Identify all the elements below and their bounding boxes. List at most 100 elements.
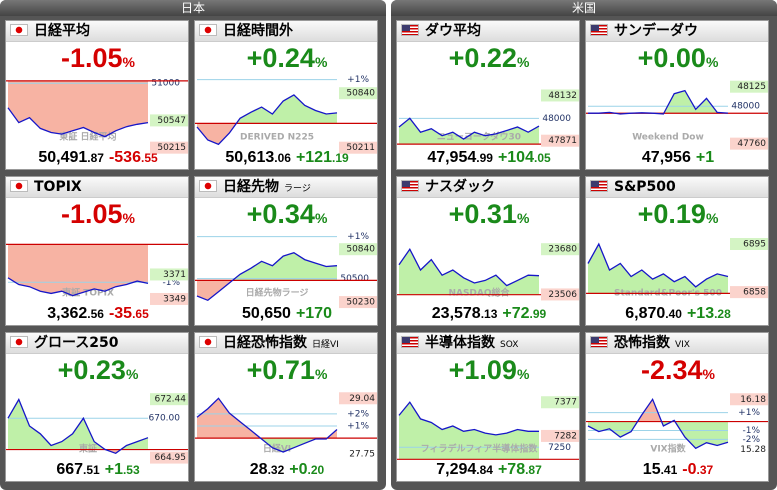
low-label: 7282 bbox=[554, 431, 577, 441]
change-value: +0.00 bbox=[637, 43, 706, 73]
card-title: ナスダック bbox=[397, 177, 579, 198]
low-label: 50230 bbox=[346, 298, 375, 308]
card-title: サンデーダウ bbox=[586, 21, 768, 42]
change-value: -1.05 bbox=[61, 199, 123, 229]
price-dec: .99 bbox=[476, 151, 493, 165]
diff-int: +13 bbox=[686, 305, 715, 322]
card: ダウ平均+0.22%+1%48000ニューヨークダウ30481324787147… bbox=[396, 20, 580, 170]
price-int: 28 bbox=[249, 461, 268, 478]
area-below bbox=[197, 280, 337, 301]
change-value: +0.31 bbox=[448, 199, 517, 229]
change-percent: +0.71% bbox=[195, 355, 377, 386]
percent-unit: % bbox=[516, 54, 530, 70]
grid-label: +1% bbox=[347, 232, 369, 242]
price-int: 6,870 bbox=[625, 305, 666, 322]
change-percent: +0.31% bbox=[397, 199, 579, 230]
diff-int: +104 bbox=[497, 149, 534, 166]
diff-dec: .55 bbox=[140, 151, 158, 165]
grid-label: 7250 bbox=[548, 443, 571, 453]
price-dec: .87 bbox=[87, 151, 104, 165]
change-value: -1.05 bbox=[61, 43, 123, 73]
low-box bbox=[730, 286, 768, 299]
low-box bbox=[339, 141, 377, 154]
price-row: 3,362.56 -35.65 bbox=[6, 305, 188, 323]
area-above bbox=[588, 90, 728, 114]
price-int: 3,362 bbox=[47, 305, 88, 322]
diff-int: -35 bbox=[108, 305, 133, 322]
watermark: VIX指数 bbox=[650, 443, 686, 455]
diff-dec: .53 bbox=[122, 463, 140, 477]
price-row: 23,578.13 +72.99 bbox=[397, 305, 579, 323]
watermark: NASDAQ総合 bbox=[448, 287, 510, 299]
grid-label: +2% bbox=[347, 409, 369, 419]
price-int: 15 bbox=[642, 461, 661, 478]
area-above bbox=[197, 94, 337, 124]
card-title: 半導体指数 SOX bbox=[397, 333, 579, 354]
price-line bbox=[398, 401, 539, 436]
price-line bbox=[196, 94, 338, 146]
flag-icon bbox=[590, 180, 608, 192]
price-row: 50,613.06 +121.19 bbox=[195, 149, 377, 167]
high-label: 7377 bbox=[554, 398, 577, 408]
flag-icon bbox=[10, 24, 28, 36]
diff: +170 bbox=[296, 305, 332, 322]
grid-label: +1% bbox=[738, 408, 760, 418]
watermark: DERIVED N225 bbox=[240, 133, 314, 143]
index-name: 半導体指数 bbox=[425, 335, 495, 351]
index-name: S&P500 bbox=[614, 179, 676, 195]
diff: +1 bbox=[696, 149, 714, 166]
high-box bbox=[150, 393, 188, 406]
card: 日経平均 -1.05% 51000 東証 日経平均 50547 50215 50,491.8… bbox=[5, 20, 189, 170]
index-subname: 日経VI bbox=[312, 340, 339, 350]
panel-title: 米国 bbox=[391, 0, 777, 16]
flag-icon bbox=[199, 180, 217, 192]
change-percent: +0.22% bbox=[397, 43, 579, 74]
high-box bbox=[150, 268, 188, 281]
high-box bbox=[541, 89, 579, 102]
index-name: サンデーダウ bbox=[614, 23, 698, 39]
mini-chart: +1% -1%-2% VIX指数 16.18 15.28 bbox=[586, 393, 768, 456]
index-name: 日経先物 bbox=[223, 179, 279, 195]
diff-dec: .65 bbox=[132, 307, 149, 321]
area-above bbox=[197, 398, 337, 439]
diff-dec: .20 bbox=[307, 463, 325, 477]
price-line bbox=[587, 397, 729, 450]
watermark: ニューヨークダウ30 bbox=[437, 131, 521, 143]
low-box bbox=[150, 141, 188, 154]
high-label: 3371 bbox=[163, 270, 186, 280]
high-box bbox=[541, 396, 579, 409]
price-row: 6,870.40 +13.28 bbox=[586, 305, 768, 323]
index-name: グロース250 bbox=[34, 335, 119, 351]
low-box bbox=[730, 443, 768, 456]
card: ナスダック +0.31% NASDAQ総合 23680 23506 23,578.13 +7… bbox=[396, 176, 580, 326]
high-box bbox=[339, 392, 377, 405]
flag-icon bbox=[590, 336, 608, 348]
card: 日経恐怖指数 日経VI +0.71% +2% +1% 日経VI 29.04 27.75 28.3… bbox=[194, 332, 378, 482]
price-dec: .41 bbox=[660, 463, 678, 477]
price-line bbox=[587, 242, 729, 288]
area-below bbox=[8, 80, 148, 137]
diff-int: -0 bbox=[682, 461, 697, 478]
watermark: 東証 bbox=[79, 443, 97, 455]
low-box bbox=[541, 134, 579, 147]
watermark: フィラデルフィア半導体指数 bbox=[421, 443, 539, 455]
diff: +121.19 bbox=[296, 149, 349, 166]
price-int: 667 bbox=[56, 461, 84, 478]
low-label: 27.75 bbox=[349, 450, 375, 460]
change-value: -2.34 bbox=[641, 355, 703, 385]
card-title: TOPIX bbox=[6, 177, 188, 198]
index-name: 日経恐怖指数 bbox=[223, 335, 307, 351]
card: 恐怖指数 VIX -2.34% +1% -1% -2% VIX指数 16.18 15.28 15.… bbox=[585, 332, 769, 482]
low-box bbox=[541, 429, 579, 442]
price-dec: .56 bbox=[87, 307, 104, 321]
grid-label: +1% bbox=[347, 422, 369, 432]
price-dec: .51 bbox=[83, 463, 100, 477]
diff-dec: .28 bbox=[714, 307, 731, 321]
price-dec: .06 bbox=[274, 151, 291, 165]
mini-chart: 7250 フィラデルフィア半導体指数 7377 7282 bbox=[397, 396, 579, 460]
diff-int: +170 bbox=[295, 305, 332, 322]
diff-int: +1 bbox=[104, 461, 123, 478]
area-above bbox=[197, 252, 337, 281]
price-int: 50,613 bbox=[225, 149, 275, 166]
